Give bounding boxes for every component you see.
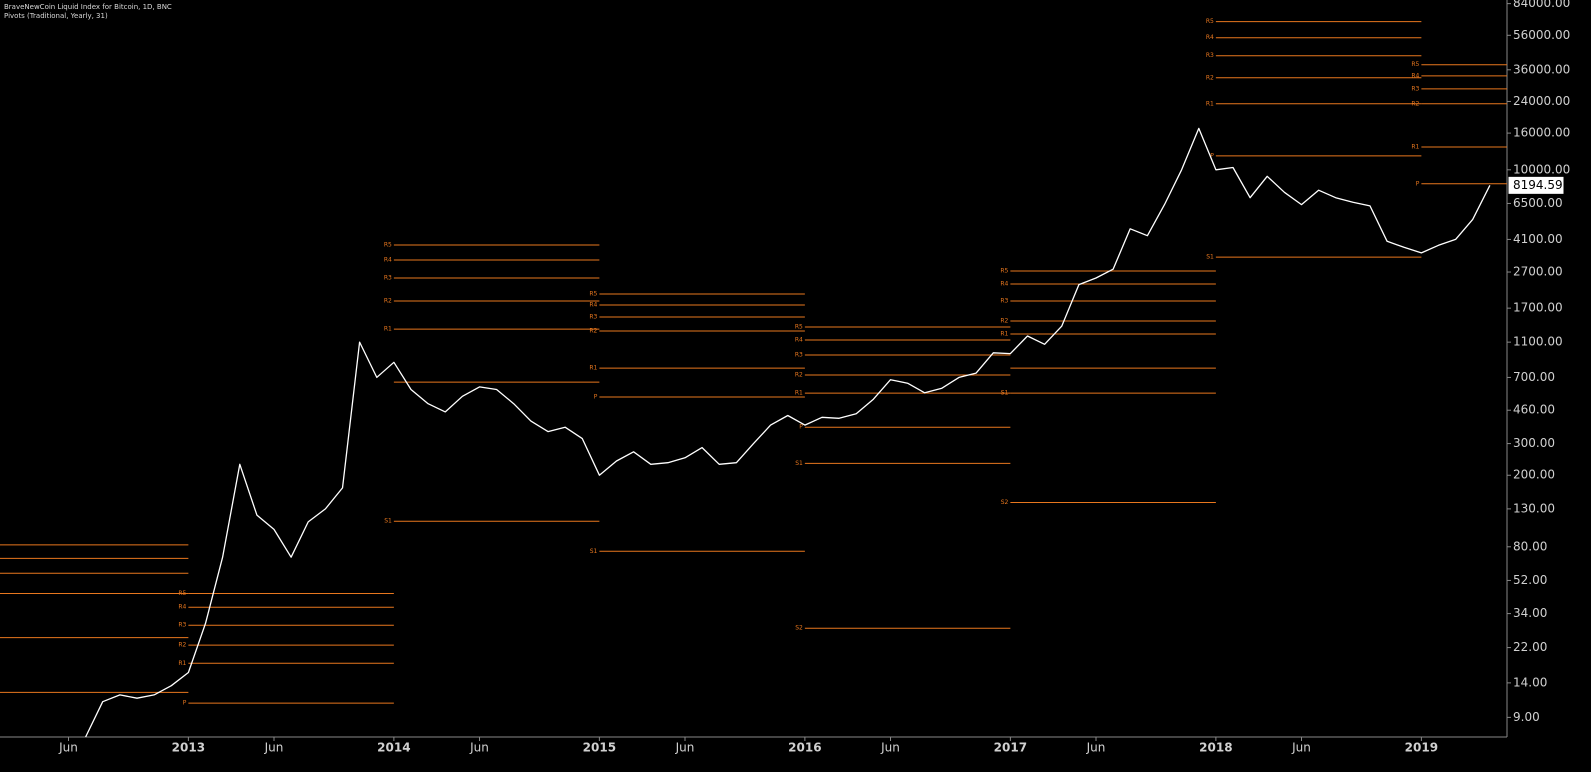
pivot-label: R3	[384, 275, 392, 282]
y-tick-label: 700.00	[1513, 370, 1555, 384]
pivot-label: R5	[1206, 18, 1214, 25]
x-tick-label: 2019	[1405, 741, 1438, 755]
x-tick-label: 2016	[788, 741, 821, 755]
y-tick-label: 36000.00	[1513, 62, 1570, 76]
pivot-label: R3	[1411, 85, 1419, 92]
last-price-box	[1507, 175, 1565, 195]
y-tick-label: 14.00	[1513, 675, 1547, 689]
pivot-label: P	[1210, 152, 1214, 159]
pivot-label: R5	[178, 590, 186, 597]
chart-title: BraveNewCoin Liquid Index for Bitcoin, 1…	[4, 3, 172, 11]
y-tick-label: 34.00	[1513, 606, 1547, 620]
pivot-label: S1	[590, 548, 598, 555]
x-tick-label: Jun	[58, 741, 78, 755]
pivot-label: R2	[178, 642, 186, 649]
y-tick-label: 1100.00	[1513, 335, 1563, 349]
y-tick-label: 22.00	[1513, 640, 1547, 654]
pivot-label: R4	[1000, 281, 1008, 288]
pivot-label: R2	[589, 328, 597, 335]
pivot-label: R2	[795, 372, 803, 379]
pivot-label: R2	[1000, 318, 1008, 325]
y-tick-label: 10000.00	[1513, 162, 1570, 176]
x-tick-label: Jun	[469, 741, 489, 755]
pivot-label: R3	[1000, 298, 1008, 305]
x-tick-label: 2018	[1199, 741, 1232, 755]
pivot-label: P	[594, 393, 598, 400]
x-tick-label: 2014	[377, 741, 410, 755]
pivot-label: P	[1416, 180, 1420, 187]
pivot-label: R1	[589, 365, 597, 372]
pivot-label: R4	[589, 302, 597, 309]
x-tick-label: 2017	[994, 741, 1027, 755]
pivot-label: R4	[178, 604, 186, 611]
y-tick-label: 200.00	[1513, 468, 1555, 482]
price-line	[85, 127, 1491, 738]
y-tick-label: 84000.00	[1513, 0, 1570, 10]
pivot-label: R5	[1000, 268, 1008, 275]
pivot-label: S1	[1001, 390, 1009, 397]
pivot-label: S2	[795, 625, 803, 632]
pivot-label: S2	[1001, 499, 1009, 506]
pivot-label: R3	[795, 351, 803, 358]
pivot-label: R1	[1000, 330, 1008, 337]
y-tick-label: 52.00	[1513, 573, 1547, 587]
pivot-label: R3	[589, 314, 597, 321]
y-tick-label: 80.00	[1513, 539, 1547, 553]
x-tick-label: Jun	[1086, 741, 1106, 755]
pivot-label: P	[183, 700, 187, 707]
pivot-label: R5	[589, 291, 597, 298]
pivot-label: R2	[1206, 74, 1214, 81]
pivot-label: R3	[1206, 52, 1214, 59]
pivot-label: R1	[384, 326, 392, 333]
y-tick-label: 9.00	[1513, 710, 1540, 724]
last-price-label: 8194.59	[1513, 178, 1563, 192]
y-tick-label: 56000.00	[1513, 28, 1570, 42]
y-tick-label: 4100.00	[1513, 232, 1563, 246]
pivot-label: R3	[178, 622, 186, 629]
y-tick-label: 16000.00	[1513, 126, 1570, 140]
pivot-label: S1	[384, 518, 392, 525]
pivot-label: R1	[178, 660, 186, 667]
y-tick-label: 24000.00	[1513, 94, 1570, 108]
pivot-label: R4	[1206, 34, 1214, 41]
pivot-label: S1	[1206, 254, 1214, 261]
x-tick-label: Jun	[264, 741, 284, 755]
pivot-label: S1	[795, 460, 803, 467]
pivot-label: R1	[1206, 100, 1214, 107]
y-tick-label: 130.00	[1513, 501, 1555, 515]
x-tick-label: Jun	[675, 741, 695, 755]
y-tick-label: 1700.00	[1513, 301, 1563, 315]
pivot-label: R5	[1411, 61, 1419, 68]
pivot-label: P	[799, 424, 803, 431]
pivot-label: R5	[384, 241, 392, 248]
x-tick-label: Jun	[880, 741, 900, 755]
pivot-label: R2	[1411, 100, 1419, 107]
pivot-label: R4	[1411, 72, 1419, 79]
y-tick-label: 2700.00	[1513, 265, 1563, 279]
chart-subtitle: Pivots (Traditional, Yearly, 31)	[4, 12, 108, 20]
y-tick-label: 300.00	[1513, 436, 1555, 450]
x-tick-label: 2015	[583, 741, 616, 755]
pivot-label: R5	[795, 323, 803, 330]
pivot-label: R4	[384, 256, 392, 263]
y-tick-label: 460.00	[1513, 403, 1555, 417]
pivot-label: R2	[384, 298, 392, 305]
y-tick-label: 6500.00	[1513, 196, 1563, 210]
x-tick-label: 2013	[172, 741, 205, 755]
pivot-label: R1	[1411, 143, 1419, 150]
pivot-label: R4	[795, 336, 803, 343]
pivot-label: R1	[795, 390, 803, 397]
x-tick-label: Jun	[1291, 741, 1311, 755]
